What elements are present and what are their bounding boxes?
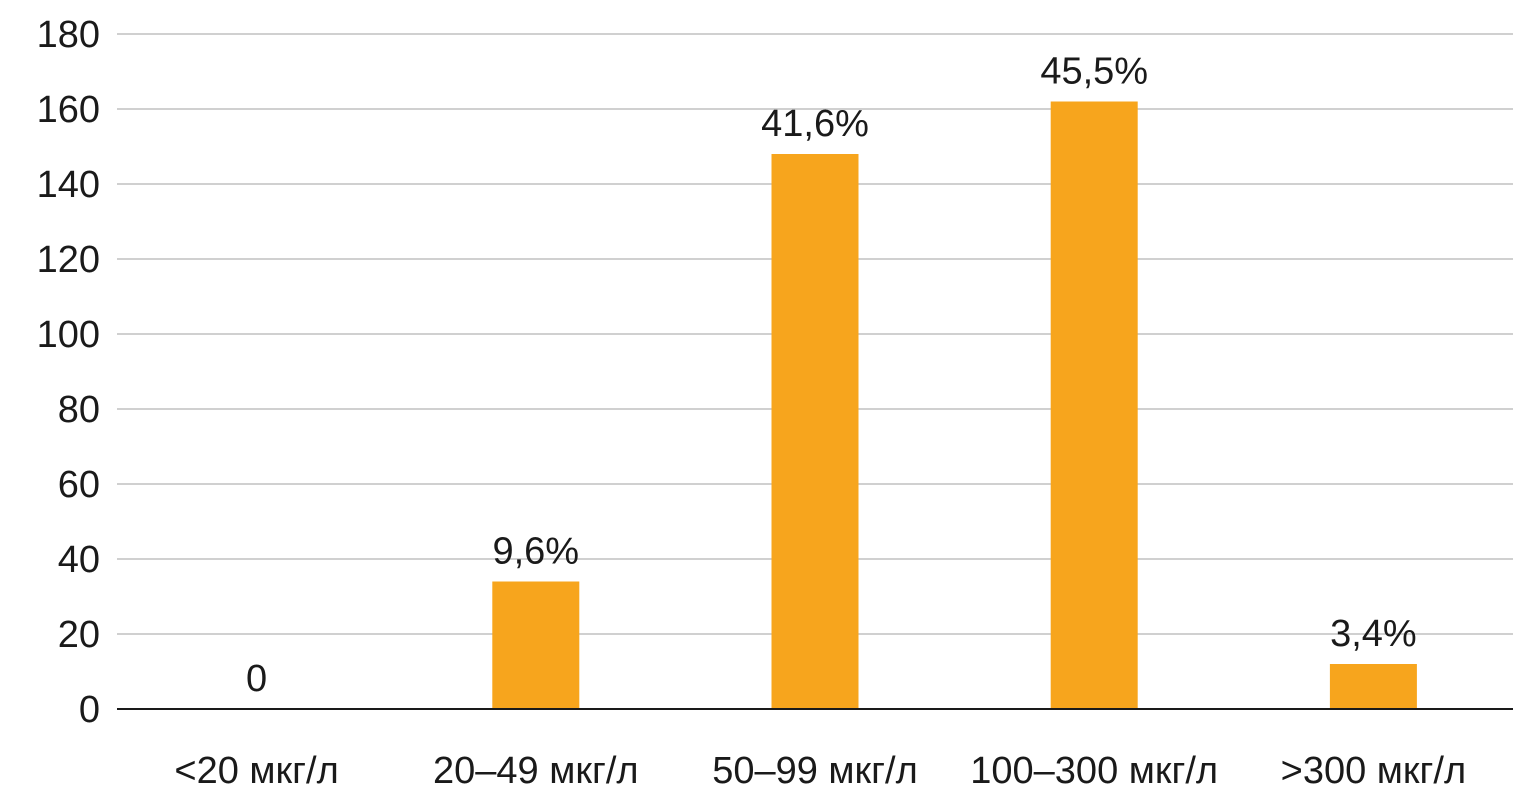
x-tick-label: >300 мкг/л	[1281, 750, 1467, 792]
y-tick-label: 60	[58, 464, 100, 506]
bar	[1050, 101, 1138, 709]
y-tick-label: 180	[37, 14, 100, 56]
y-tick-label: 0	[79, 689, 100, 731]
bar	[492, 581, 580, 709]
y-tick-label: 140	[37, 164, 100, 206]
data-label: 45,5%	[1040, 51, 1148, 93]
data-label: 41,6%	[761, 103, 869, 145]
y-tick-label: 160	[37, 89, 100, 131]
y-tick-label: 100	[37, 314, 100, 356]
x-tick-label: 50–99 мкг/л	[712, 750, 918, 792]
data-label: 3,4%	[1330, 613, 1417, 655]
y-tick-label: 80	[58, 389, 100, 431]
x-axis-ticks: <20 мкг/л 20–49 мкг/л 50–99 мкг/л 100–300 м…	[174, 750, 1466, 792]
y-tick-label: 40	[58, 539, 100, 581]
bars	[492, 101, 1417, 709]
data-label: 9,6%	[492, 531, 579, 573]
x-tick-label: 20–49 мкг/л	[433, 750, 639, 792]
x-tick-label: 100–300 мкг/л	[970, 750, 1218, 792]
y-axis-ticks: 0 20 40 60 80 100 120 140 160 180	[37, 14, 100, 731]
x-tick-label: <20 мкг/л	[174, 750, 338, 792]
bar	[1329, 664, 1417, 709]
y-tick-label: 120	[37, 239, 100, 281]
data-label: 0	[246, 658, 267, 700]
bar	[771, 154, 859, 709]
y-tick-label: 20	[58, 614, 100, 656]
data-labels: 0 9,6% 41,6% 45,5% 3,4%	[246, 51, 1417, 701]
